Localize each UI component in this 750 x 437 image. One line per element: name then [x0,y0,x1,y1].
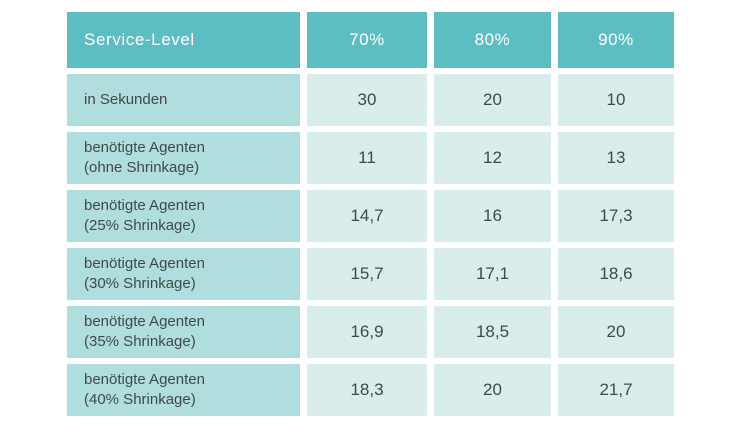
row-label-line1: benötigte Agenten [84,371,205,388]
table-cell: 16,9 [307,306,427,358]
row-label-line2: (25% Shrinkage) [84,217,196,234]
table-cell: 13 [558,132,674,184]
table-cell: 20 [558,306,674,358]
table-header-col-80: 80% [434,12,551,68]
service-level-table: Service-Level 70% 80% 90% in Sekunden 30… [67,12,674,416]
row-label-line1: benötigte Agenten [84,313,205,330]
table-header-service-level: Service-Level [67,12,300,68]
table-cell: 20 [434,74,551,126]
row-label-text: benötigte Agenten (ohne Shrinkage) [84,138,205,178]
row-label-text: benötigte Agenten (30% Shrinkage) [84,254,205,294]
table-cell: 18,6 [558,248,674,300]
table-header-col-90: 90% [558,12,674,68]
table-cell: 18,5 [434,306,551,358]
row-label-line1: benötigte Agenten [84,197,205,214]
row-label-30-shrinkage: benötigte Agenten (30% Shrinkage) [67,248,300,300]
row-label-ohne-shrinkage: benötigte Agenten (ohne Shrinkage) [67,132,300,184]
table-cell: 18,3 [307,364,427,416]
row-label-25-shrinkage: benötigte Agenten (25% Shrinkage) [67,190,300,242]
row-label-line1: in Sekunden [84,91,168,108]
table-cell: 10 [558,74,674,126]
table-cell: 12 [434,132,551,184]
table-header-col-70: 70% [307,12,427,68]
row-label-line2: (30% Shrinkage) [84,275,196,292]
table-cell: 16 [434,190,551,242]
row-label-35-shrinkage: benötigte Agenten (35% Shrinkage) [67,306,300,358]
row-label-text: benötigte Agenten (25% Shrinkage) [84,196,205,236]
table-cell: 20 [434,364,551,416]
table-cell: 15,7 [307,248,427,300]
table-cell: 21,7 [558,364,674,416]
row-label-text: benötigte Agenten (35% Shrinkage) [84,312,205,352]
row-label-text: in Sekunden [84,90,167,110]
table-cell: 17,3 [558,190,674,242]
row-label-40-shrinkage: benötigte Agenten (40% Shrinkage) [67,364,300,416]
table-cell: 30 [307,74,427,126]
row-label-in-sekunden: in Sekunden [67,74,300,126]
row-label-line1: benötigte Agenten [84,139,205,156]
row-label-line2: (ohne Shrinkage) [84,159,200,176]
row-label-line2: (35% Shrinkage) [84,333,196,350]
row-label-line2: (40% Shrinkage) [84,391,196,408]
table-cell: 14,7 [307,190,427,242]
table-cell: 11 [307,132,427,184]
row-label-text: benötigte Agenten (40% Shrinkage) [84,370,205,410]
table-cell: 17,1 [434,248,551,300]
row-label-line1: benötigte Agenten [84,255,205,272]
